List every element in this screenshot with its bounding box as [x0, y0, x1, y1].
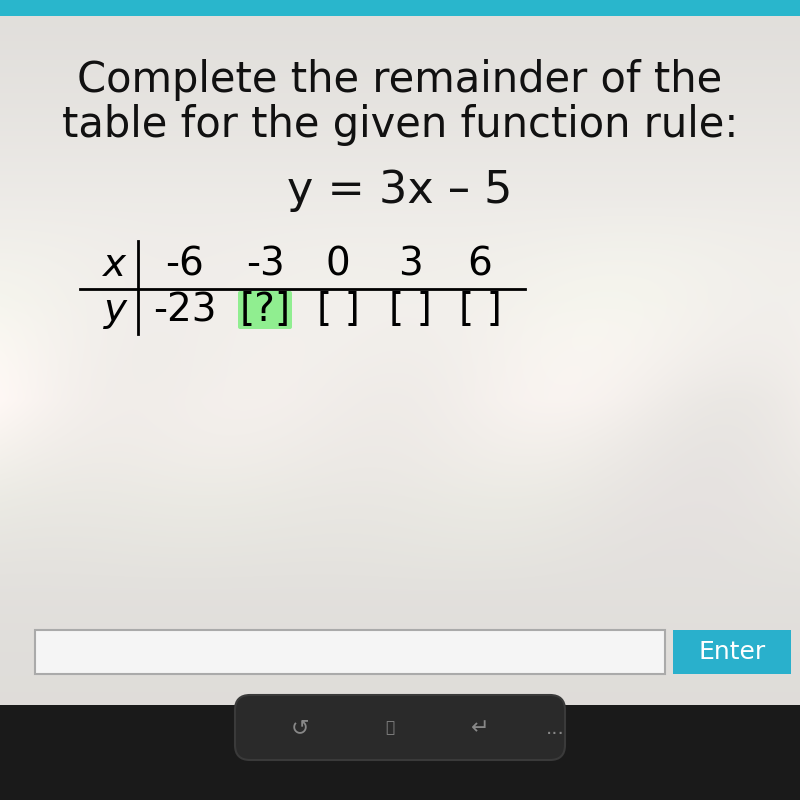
FancyBboxPatch shape	[238, 291, 292, 329]
Text: -3: -3	[246, 246, 284, 284]
Text: [ ]: [ ]	[458, 291, 502, 329]
Text: y = 3x – 5: y = 3x – 5	[287, 169, 513, 211]
Text: [ ]: [ ]	[389, 291, 431, 329]
Text: table for the given function rule:: table for the given function rule:	[62, 104, 738, 146]
Text: 0: 0	[326, 246, 350, 284]
Text: Enter: Enter	[698, 640, 766, 664]
Bar	[0, 0, 800, 16]
Text: [ ]: [ ]	[317, 291, 359, 329]
Text: x: x	[103, 246, 126, 284]
Text: y: y	[103, 291, 126, 329]
Text: 6: 6	[467, 246, 493, 284]
Bar	[35, 630, 665, 674]
Text: ↺: ↺	[290, 718, 310, 738]
Bar	[673, 630, 791, 674]
Text: ⬜: ⬜	[386, 721, 394, 735]
Text: ↵: ↵	[470, 718, 490, 738]
Text: [?]: [?]	[239, 291, 290, 329]
Text: Complete the remainder of the: Complete the remainder of the	[78, 59, 722, 101]
Text: 3: 3	[398, 246, 422, 284]
Text: -23: -23	[154, 291, 217, 329]
Text: -6: -6	[166, 246, 205, 284]
FancyBboxPatch shape	[235, 695, 565, 760]
Bar	[0, 705, 800, 800]
Text: ...: ...	[546, 718, 564, 738]
